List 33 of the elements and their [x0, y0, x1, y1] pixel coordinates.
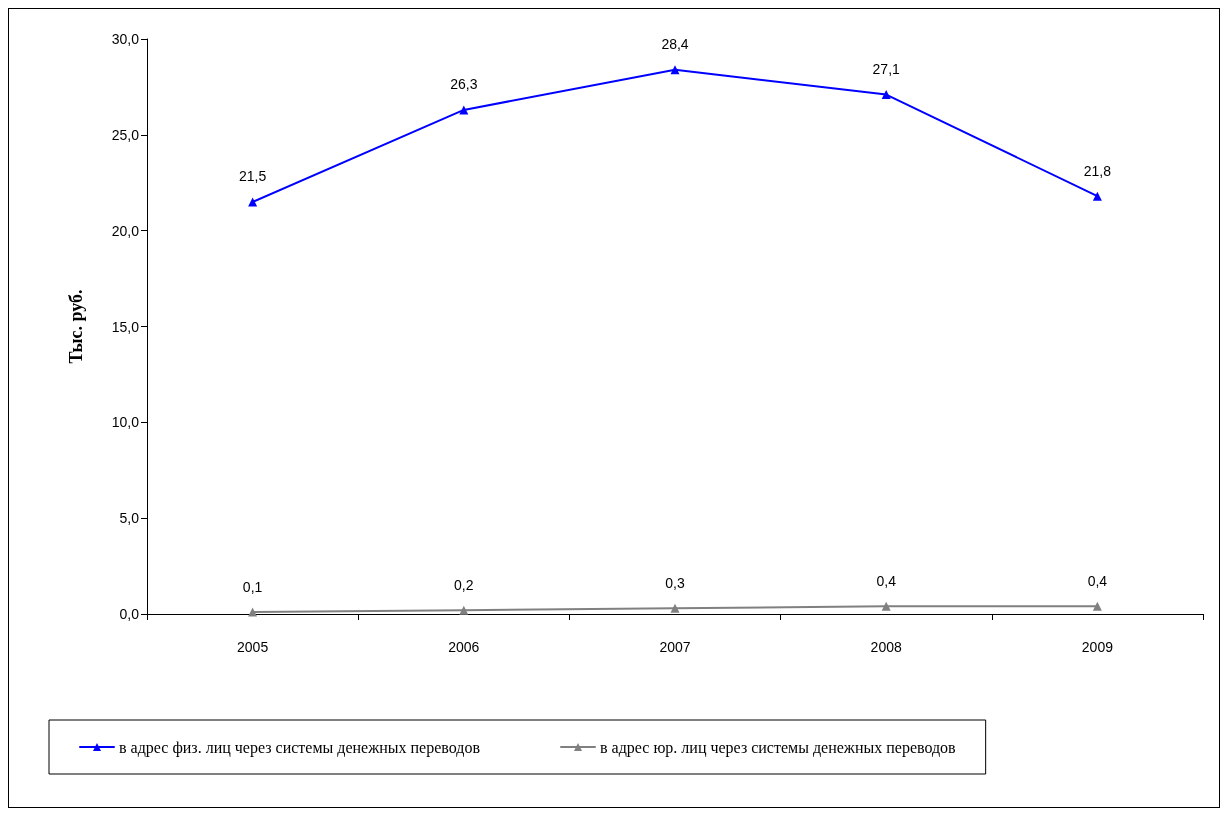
data-label: 0,4	[876, 572, 897, 589]
data-label: 27,1	[872, 61, 901, 78]
y-tick-label: 30,0	[111, 31, 140, 47]
data-label: 21,5	[238, 168, 267, 185]
x-tick-label: 2009	[1081, 639, 1114, 655]
x-tick-label: 2006	[448, 639, 480, 655]
x-tick-label: 2005	[237, 639, 269, 655]
point	[670, 65, 680, 75]
x-tick-label: 2008	[870, 639, 902, 655]
y-tick-label: 25,0	[111, 126, 140, 143]
y-tick-label: 10,0	[111, 414, 140, 431]
x-tick-label: 2007	[659, 639, 691, 655]
point	[1092, 191, 1102, 201]
y-axis-title: Тыс. руб.	[66, 289, 86, 364]
data-label: 0,4	[1087, 572, 1108, 589]
y-tick-label: 5,0	[119, 510, 140, 527]
point	[248, 607, 258, 617]
point	[1092, 601, 1102, 611]
y-tick-label: 15,0	[111, 318, 140, 335]
legend-label: в адрес физ. лиц через системы денежных переводов	[119, 738, 481, 757]
data-label: 0,3	[665, 574, 685, 591]
point	[670, 603, 680, 613]
y-tick-label: 0,0	[119, 606, 140, 622]
point	[459, 605, 469, 615]
point	[881, 601, 891, 611]
y-tick-label: 20,0	[111, 222, 140, 239]
data-label: 0,2	[454, 576, 474, 593]
data-label: 26,3	[450, 76, 478, 93]
point	[881, 90, 891, 100]
data-label: 21,8	[1083, 162, 1112, 179]
data-label: 28,4	[661, 36, 689, 53]
legend-label: в адрес юр. лиц через системы денежных переводов	[599, 738, 957, 757]
data-label: 0,1	[242, 578, 263, 595]
